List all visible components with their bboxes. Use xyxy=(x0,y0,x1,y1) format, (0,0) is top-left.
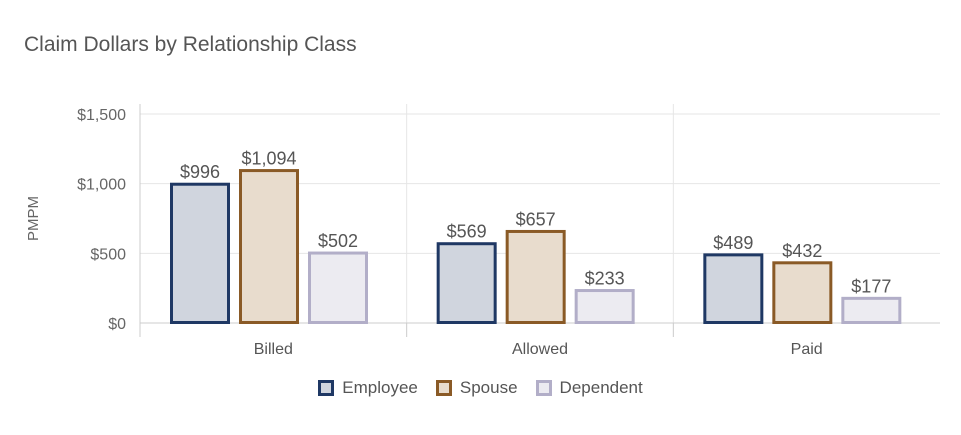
chart-legend: Employee Spouse Dependent xyxy=(0,378,961,398)
data-label: $233 xyxy=(585,269,625,289)
legend-label: Dependent xyxy=(559,378,643,397)
data-label: $569 xyxy=(447,222,487,242)
data-label: $657 xyxy=(516,209,556,229)
data-label: $502 xyxy=(318,231,358,251)
label-layer: $996 $569 $489 $1,094 $657 $432 $502 $233 $177 xyxy=(180,149,891,297)
legend-item-employee[interactable]: Employee xyxy=(318,378,418,398)
bar-dependent-paid xyxy=(841,296,902,325)
data-label: $1,094 xyxy=(241,149,296,169)
data-label: $489 xyxy=(713,233,753,253)
y-tick-label: $500 xyxy=(90,246,126,263)
legend-swatch xyxy=(435,380,452,396)
legend-swatch xyxy=(535,380,552,396)
bar-employee-billed xyxy=(170,182,230,324)
legend-label: Spouse xyxy=(459,378,518,397)
chart-title: Claim Dollars by Relationship Class xyxy=(24,33,357,56)
x-category-label: Billed xyxy=(254,341,293,358)
data-label: $996 xyxy=(180,162,220,182)
data-label: $177 xyxy=(851,276,891,296)
data-label: $432 xyxy=(782,241,822,261)
bar-employee-paid xyxy=(703,253,764,324)
bar-dependent-allowed xyxy=(574,289,635,325)
bar-layer xyxy=(170,169,902,325)
bar-spouse-allowed xyxy=(505,229,566,324)
legend-swatch xyxy=(318,380,335,396)
y-axis-title: PMPM xyxy=(25,196,42,241)
legend-item-dependent[interactable]: Dependent xyxy=(535,378,643,398)
x-category-label: Allowed xyxy=(512,341,568,358)
bar-spouse-billed xyxy=(239,169,299,324)
legend-item-spouse[interactable]: Spouse xyxy=(435,378,518,398)
y-tick-label: $1,500 xyxy=(77,107,126,124)
bar-employee-allowed xyxy=(436,242,497,324)
y-tick-label: $1,000 xyxy=(77,177,126,194)
bar-spouse-paid xyxy=(772,261,833,325)
bar-dependent-billed xyxy=(308,251,368,325)
legend-label: Employee xyxy=(342,378,418,397)
y-tick-label: $0 xyxy=(108,316,126,333)
x-category-label: Paid xyxy=(791,341,823,358)
